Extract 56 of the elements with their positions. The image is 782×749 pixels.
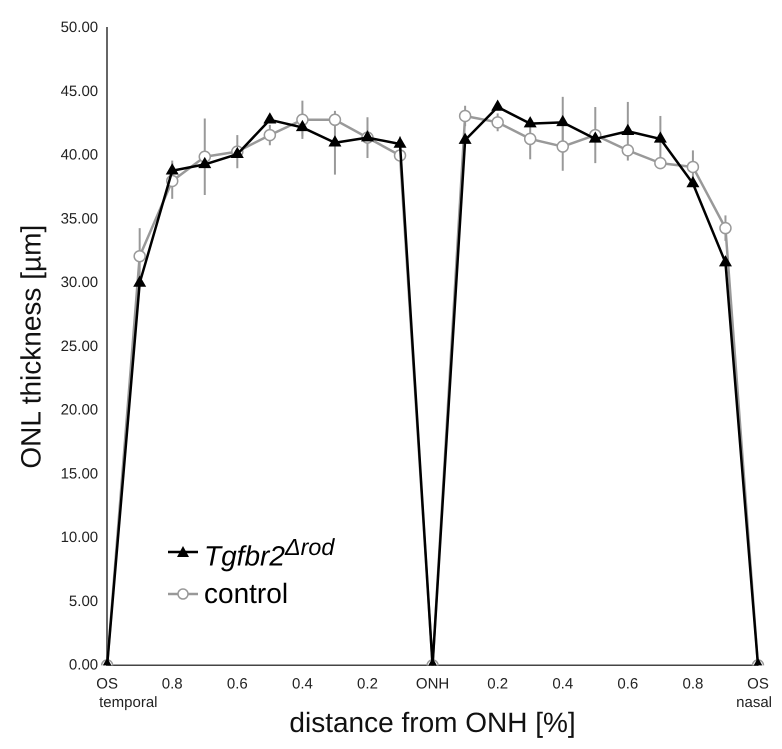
point <box>622 144 634 157</box>
legend-label: Tgfbr2$^{Δrod}$ <box>204 533 334 574</box>
x-tick-label: 0.2 <box>487 676 508 693</box>
point <box>264 128 276 142</box>
point <box>458 110 472 122</box>
x-tick-label: 0.4 <box>552 676 574 693</box>
y-tick-label: 50.00 <box>60 19 98 36</box>
point <box>394 137 406 148</box>
point <box>556 140 569 153</box>
x-tick-label: 0.6 <box>617 676 638 693</box>
point <box>556 116 569 126</box>
point <box>328 114 342 126</box>
point <box>524 116 536 128</box>
point <box>134 276 146 287</box>
point <box>654 156 667 170</box>
x-tick-label: 0.2 <box>357 676 378 693</box>
y-tick-label: 20.00 <box>60 402 98 419</box>
x-tick-label: OS <box>747 676 769 693</box>
point <box>589 132 602 143</box>
text: temporal <box>99 694 158 712</box>
point <box>459 133 472 144</box>
x-tick-label: 0.6 <box>226 676 248 693</box>
x-tick-label: 0.4 <box>292 676 313 693</box>
y-tick-label: 35.00 <box>60 210 98 228</box>
y-tick-label: 45.00 <box>60 82 98 100</box>
y-tick-label: 15.00 <box>60 465 98 482</box>
x-tick-label: ONH <box>416 676 450 693</box>
point <box>719 222 732 234</box>
y-tick-label: 30.00 <box>60 274 98 292</box>
point <box>166 164 178 175</box>
y-tick-label: 0.00 <box>68 656 98 674</box>
x-axis-title: distance from ONH [%] <box>289 706 576 738</box>
point <box>720 256 732 266</box>
point <box>328 136 341 146</box>
point <box>524 132 536 146</box>
y-tick-label: 40.00 <box>60 146 98 164</box>
point <box>686 176 699 188</box>
y-tick-label: 25.00 <box>60 338 98 355</box>
point <box>492 100 504 111</box>
point <box>622 124 634 136</box>
point <box>264 113 276 124</box>
point <box>686 160 700 174</box>
point <box>296 120 308 132</box>
x-tick-label: 0.8 <box>682 676 704 693</box>
point <box>133 250 146 262</box>
x-tick-label: OS <box>96 676 118 693</box>
y-tick-label: 10.00 <box>60 529 98 546</box>
legend-label: control <box>204 577 288 612</box>
x-tick-label: 0.8 <box>162 676 183 693</box>
point <box>491 116 504 129</box>
text: nasal <box>736 694 772 712</box>
point <box>198 158 211 168</box>
y-tick-label: 5.00 <box>68 592 98 610</box>
point <box>654 132 666 143</box>
y-axis-title: ONL thickness [µm] <box>16 224 47 469</box>
point <box>362 130 374 142</box>
